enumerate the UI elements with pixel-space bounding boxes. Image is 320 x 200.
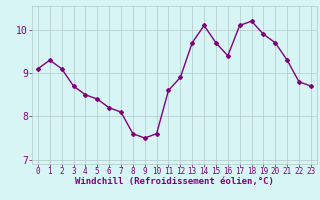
X-axis label: Windchill (Refroidissement éolien,°C): Windchill (Refroidissement éolien,°C) [75, 177, 274, 186]
